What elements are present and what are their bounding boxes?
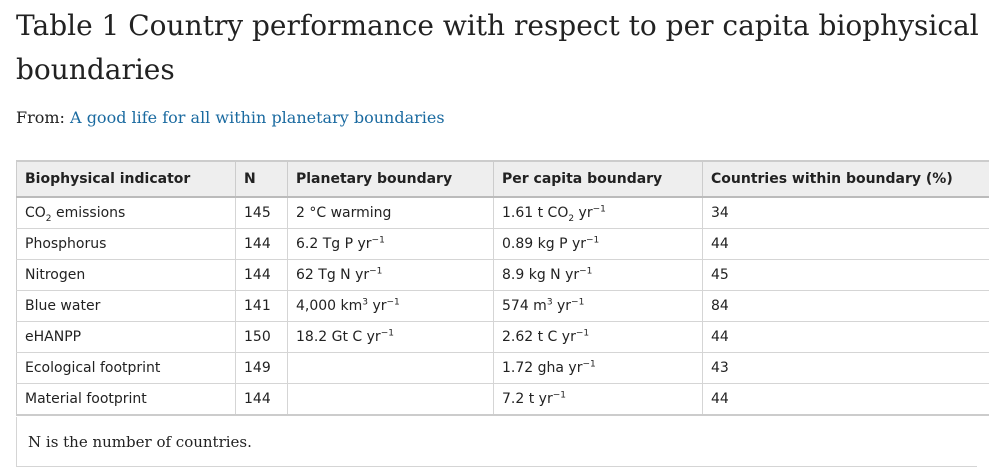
text-segment: yr [552, 298, 572, 314]
text-segment: Ecological footprint [25, 360, 161, 376]
source-line: From: A good life for all within planeta… [16, 107, 445, 129]
text-segment: 4,000 km [296, 298, 363, 314]
table-row: Phosphorus 144 6.2 Tg P yr−1 0.89 kg P yr−1… [16, 228, 989, 260]
table-row: Nitrogen 144 62 Tg N yr−1 8.9 kg N yr−1 45 [16, 259, 989, 291]
table-container: Biophysical indicator N Planetary bounda… [16, 160, 989, 416]
cell-planetary-boundary [287, 383, 494, 416]
text-segment: yr [574, 205, 593, 221]
cell-n: 145 [235, 197, 288, 229]
text-segment: 574 m [502, 298, 547, 314]
superscript: −1 [579, 266, 593, 277]
text-segment: 18.2 Gt C yr [296, 329, 381, 345]
cell-indicator: Phosphorus [16, 228, 236, 260]
text-segment: 0.89 kg P yr [502, 236, 586, 252]
article-link[interactable]: A good life for all within planetary bou… [70, 108, 445, 127]
text-segment: Phosphorus [25, 236, 107, 252]
page-title: Table 1 Country performance with respect… [16, 9, 979, 86]
header-countries-within: Countries within boundary (%) [702, 160, 989, 198]
superscript: −1 [586, 235, 600, 246]
text-segment: 2.62 t C yr [502, 329, 576, 345]
table-body: CO2 emissions 145 2 °C warming 1.61 t CO2 y… [16, 197, 989, 416]
superscript: −1 [380, 328, 394, 339]
cell-countries-within: 43 [702, 352, 989, 384]
table-row: Blue water 141 4,000 km3 yr−1 574 m3 yr−1 84 [16, 290, 989, 322]
text-segment: CO [25, 205, 46, 221]
cell-indicator: Nitrogen [16, 259, 236, 291]
superscript: −1 [582, 359, 596, 370]
cell-countries-within: 44 [702, 228, 989, 260]
table-row: CO2 emissions 145 2 °C warming 1.61 t CO2 y… [16, 197, 989, 229]
cell-n: 150 [235, 321, 288, 353]
cell-n: 141 [235, 290, 288, 322]
cell-countries-within: 84 [702, 290, 989, 322]
cell-per-capita-boundary: 574 m3 yr−1 [493, 290, 703, 322]
header-indicator: Biophysical indicator [16, 160, 236, 198]
cell-planetary-boundary [287, 352, 494, 384]
cell-per-capita-boundary: 1.72 gha yr−1 [493, 352, 703, 384]
subscript: 2 [568, 213, 575, 224]
text-segment: 6.2 Tg P yr [296, 236, 372, 252]
cell-planetary-boundary: 18.2 Gt C yr−1 [287, 321, 494, 353]
data-table: Biophysical indicator N Planetary bounda… [16, 160, 989, 416]
cell-countries-within: 44 [702, 321, 989, 353]
cell-per-capita-boundary: 2.62 t C yr−1 [493, 321, 703, 353]
text-segment: Blue water [25, 298, 101, 314]
cell-countries-within: 45 [702, 259, 989, 291]
table-row: Ecological footprint 149 1.72 gha yr−1 43 [16, 352, 989, 384]
text-segment: Material footprint [25, 391, 147, 407]
table-footnote: N is the number of countries. [16, 417, 977, 467]
text-segment: 1.72 gha yr [502, 360, 583, 376]
cell-countries-within: 34 [702, 197, 989, 229]
text-segment: Nitrogen [25, 267, 86, 283]
cell-n: 144 [235, 228, 288, 260]
cell-planetary-boundary: 62 Tg N yr−1 [287, 259, 494, 291]
cell-per-capita-boundary: 8.9 kg N yr−1 [493, 259, 703, 291]
cell-n: 149 [235, 352, 288, 384]
cell-per-capita-boundary: 0.89 kg P yr−1 [493, 228, 703, 260]
text-segment: 1.61 t CO [502, 205, 569, 221]
cell-n: 144 [235, 383, 288, 416]
header-row: Biophysical indicator N Planetary bounda… [16, 160, 989, 198]
superscript: 3 [362, 297, 369, 308]
header-n: N [235, 160, 288, 198]
superscript: −1 [386, 297, 400, 308]
superscript: −1 [369, 266, 383, 277]
superscript: −1 [575, 328, 590, 339]
subscript: 2 [45, 213, 52, 224]
cell-indicator: Ecological footprint [16, 352, 236, 384]
text-segment: yr [368, 298, 387, 314]
cell-planetary-boundary: 4,000 km3 yr−1 [287, 290, 494, 322]
cell-n: 144 [235, 259, 288, 291]
cell-per-capita-boundary: 1.61 t CO2 yr−1 [493, 197, 703, 229]
cell-countries-within: 44 [702, 383, 989, 416]
text-segment: 62 Tg N yr [296, 267, 370, 283]
superscript: 3 [546, 297, 553, 308]
text-segment: emissions [51, 205, 126, 221]
text-segment: 2 °C warming [296, 205, 392, 221]
cell-per-capita-boundary: 7.2 t yr−1 [493, 383, 703, 416]
cell-planetary-boundary: 2 °C warming [287, 197, 494, 229]
cell-planetary-boundary: 6.2 Tg P yr−1 [287, 228, 494, 260]
cell-indicator: CO2 emissions [16, 197, 236, 229]
cell-indicator: Blue water [16, 290, 236, 322]
footnote-text: N is the number of countries. [28, 433, 252, 451]
cell-indicator: eHANPP [16, 321, 236, 353]
cell-indicator: Material footprint [16, 383, 236, 416]
table-row: Material footprint 144 7.2 t yr−1 44 [16, 383, 989, 416]
text-segment: 7.2 t yr [502, 391, 553, 407]
header-planetary-boundary: Planetary boundary [287, 160, 494, 198]
table-row: eHANPP 150 18.2 Gt C yr−1 2.62 t C yr−1 44 [16, 321, 989, 353]
superscript: −1 [552, 390, 566, 401]
text-segment: 8.9 kg N yr [502, 267, 580, 283]
source-prefix: From: [16, 108, 65, 127]
table-header: Biophysical indicator N Planetary bounda… [16, 160, 989, 198]
header-per-capita-boundary: Per capita boundary [493, 160, 703, 198]
superscript: −1 [571, 297, 585, 308]
text-segment: eHANPP [25, 329, 82, 345]
superscript: −1 [371, 235, 385, 246]
superscript: −1 [592, 204, 606, 215]
